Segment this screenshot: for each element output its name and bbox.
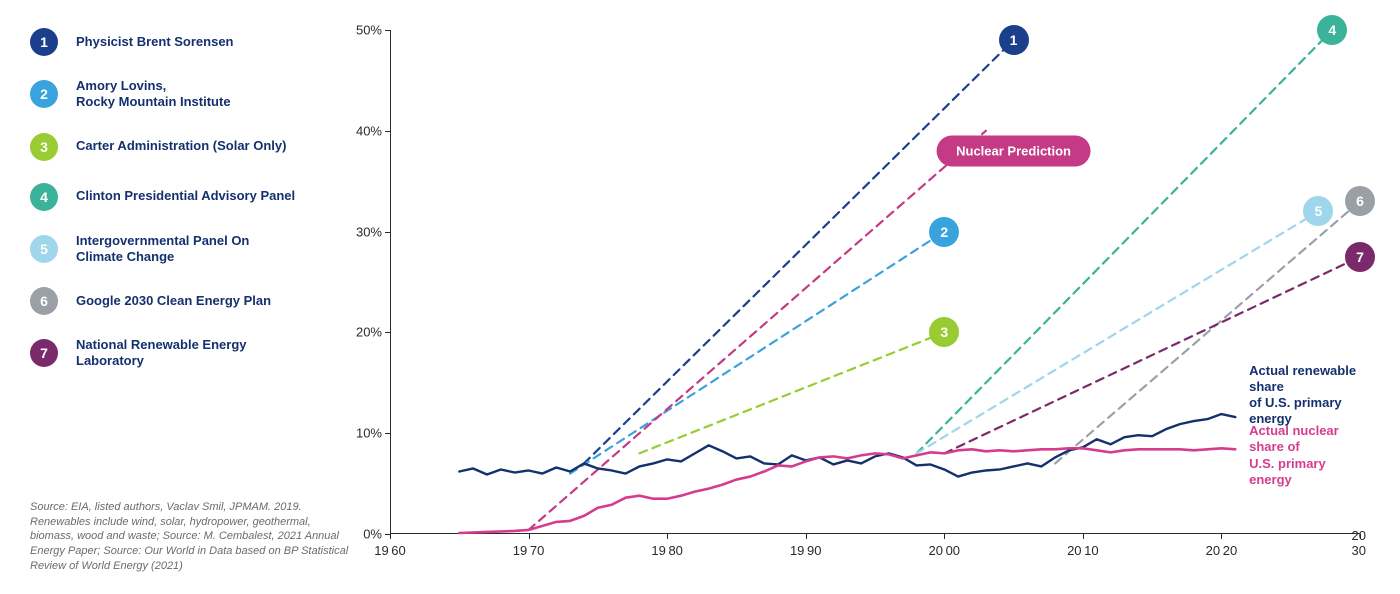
prediction-badge-3: 3	[929, 317, 959, 347]
x-tick-label: 19 70	[513, 543, 545, 558]
legend-badge-1: 1	[30, 28, 58, 56]
prediction-badge-6: 6	[1345, 186, 1375, 216]
legend-badge-3: 3	[30, 133, 58, 161]
legend-item-4: 4 Clinton Presidential Advisory Panel	[30, 183, 320, 211]
x-tick-label: 19 80	[651, 543, 683, 558]
legend-badge-6: 6	[30, 287, 58, 315]
prediction-badge-7: 7	[1345, 242, 1375, 272]
legend-label-7: National Renewable EnergyLaboratory	[76, 337, 247, 370]
y-tick-label: 10%	[356, 426, 382, 441]
legend-item-5: 5 Intergovernmental Panel OnClimate Chang…	[30, 233, 320, 266]
prediction-badge-5: 5	[1303, 196, 1333, 226]
plot-region: 0%10%20%30%40%50%19 6019 7019 8019 9020 …	[390, 30, 1360, 534]
x-tick	[806, 534, 807, 539]
x-tick	[944, 534, 945, 539]
legend-label-3: Carter Administration (Solar Only)	[76, 138, 286, 154]
actual-nuclear-label: Actual nuclear share ofU.S. primary ener…	[1249, 423, 1360, 488]
x-tick-label: 20 00	[929, 543, 961, 558]
legend-item-1: 1 Physicist Brent Sorensen	[30, 28, 320, 56]
x-tick	[1221, 534, 1222, 539]
legend-label-2: Amory Lovins,Rocky Mountain Institute	[76, 78, 231, 111]
x-tick-label: 20 20	[1206, 543, 1238, 558]
legend-badge-4: 4	[30, 183, 58, 211]
nuclear-prediction-pill: Nuclear Prediction	[936, 135, 1091, 166]
legend-badge-2: 2	[30, 80, 58, 108]
plot-svg	[390, 30, 1360, 534]
legend-label-6: Google 2030 Clean Energy Plan	[76, 293, 271, 309]
y-tick-label: 0%	[363, 527, 382, 542]
prediction-badge-1: 1	[999, 25, 1029, 55]
x-tick-label: 19 90	[790, 543, 822, 558]
chart-area: 0% 10% 20% 30% 40% 50% 19 60 19 70 19 80 19 90 20 …	[330, 0, 1400, 594]
x-tick	[1083, 534, 1084, 539]
prediction-badge-2: 2	[929, 217, 959, 247]
legend-item-3: 3 Carter Administration (Solar Only)	[30, 133, 320, 161]
x-tick	[390, 534, 391, 539]
legend-badge-7: 7	[30, 339, 58, 367]
legend-label-1: Physicist Brent Sorensen	[76, 34, 234, 50]
x-tick	[529, 534, 530, 539]
legend-badge-5: 5	[30, 235, 58, 263]
y-tick-label: 20%	[356, 325, 382, 340]
y-tick-label: 50%	[356, 23, 382, 38]
legend-item-2: 2 Amory Lovins,Rocky Mountain Institute	[30, 78, 320, 111]
prediction-badge-4: 4	[1317, 15, 1347, 45]
legend-item-7: 7 National Renewable EnergyLaboratory	[30, 337, 320, 370]
x-tick	[667, 534, 668, 539]
x-tick-label: 20 10	[1067, 543, 1099, 558]
legend-label-5: Intergovernmental Panel OnClimate Change	[76, 233, 249, 266]
source-caption: Source: EIA, listed authors, Vaclav Smil…	[30, 500, 350, 574]
y-tick-label: 40%	[356, 123, 382, 138]
y-tick-label: 30%	[356, 224, 382, 239]
legend-item-6: 6 Google 2030 Clean Energy Plan	[30, 287, 320, 315]
actual-renewable-label: Actual renewable shareof U.S. primary en…	[1249, 363, 1360, 428]
x-tick-label: 19 60	[374, 543, 406, 558]
legend-label-4: Clinton Presidential Advisory Panel	[76, 188, 295, 204]
